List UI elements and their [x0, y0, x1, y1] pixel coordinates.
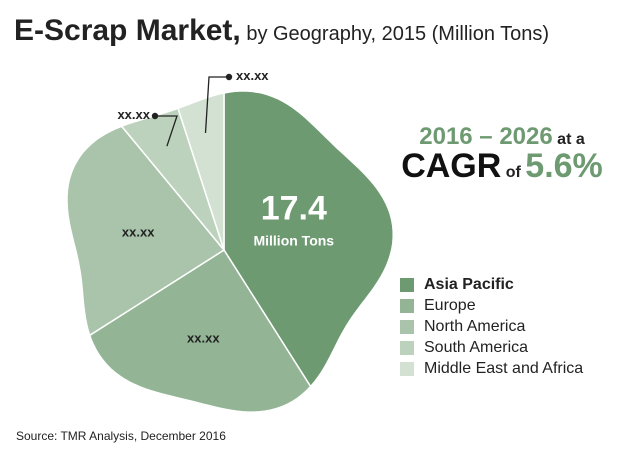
- legend-item-south-america: South America: [400, 337, 583, 358]
- legend-swatch: [400, 361, 414, 376]
- legend-item-north-america: North America: [400, 316, 583, 337]
- legend-item-middle-east-and-africa: Middle East and Africa: [400, 358, 583, 379]
- legend-label: North America: [424, 317, 526, 335]
- cagr-callout: 2016 – 2026 at a CAGR of 5.6%: [392, 124, 612, 185]
- cagr-of: of: [501, 164, 526, 182]
- slice-unit-asia-pacific: Million Tons: [253, 233, 334, 249]
- legend-swatch: [400, 277, 414, 292]
- chart-title-main: E-Scrap Market,: [14, 14, 241, 47]
- cagr-years: 2016 – 2026: [419, 123, 553, 150]
- legend-swatch: [400, 319, 414, 334]
- legend-swatch: [400, 298, 414, 313]
- pie-slice-europe: [88, 248, 312, 413]
- legend-label: Middle East and Africa: [424, 359, 584, 377]
- legend-item-asia-pacific: Asia Pacific: [400, 274, 583, 295]
- callout-dot-middle-east-and-africa: [225, 73, 233, 81]
- cagr-word: CAGR: [401, 147, 502, 186]
- chart-title-sub: by Geography, 2015 (Million Tons): [240, 23, 550, 45]
- legend-label: South America: [424, 338, 529, 356]
- slice-value-north-america: xx.xx: [122, 224, 155, 239]
- callout-dot-south-america: [151, 112, 159, 120]
- source-note: Source: TMR Analysis, December 2016: [16, 429, 226, 443]
- slice-value-asia-pacific: 17.4: [261, 190, 327, 228]
- cagr-rate: 5.6%: [525, 147, 603, 186]
- slice-value-europe: xx.xx: [187, 331, 220, 346]
- slice-value-south-america: xx.xx: [117, 107, 150, 122]
- pie-slice-south-america: [120, 107, 225, 251]
- legend-label: Europe: [424, 296, 476, 314]
- pie-slice-north-america: [66, 125, 226, 337]
- legend-item-europe: Europe: [400, 295, 583, 316]
- cagr-at-a: at a: [552, 131, 585, 148]
- callout-line-south-america: [155, 115, 178, 147]
- callout-line-middle-east-and-africa: [204, 76, 229, 134]
- slice-value-middle-east-and-africa: xx.xx: [236, 68, 269, 83]
- legend-swatch: [400, 340, 414, 355]
- legend-label: Asia Pacific: [424, 275, 514, 293]
- pie-slice-middle-east-and-africa: [177, 92, 225, 251]
- chart-legend: Asia Pacific Europe North America South Ame…: [400, 274, 583, 379]
- pie-slice-asia-pacific: [223, 90, 394, 388]
- chart-title: E-Scrap Market, by Geography, 2015 (Mill…: [14, 14, 549, 48]
